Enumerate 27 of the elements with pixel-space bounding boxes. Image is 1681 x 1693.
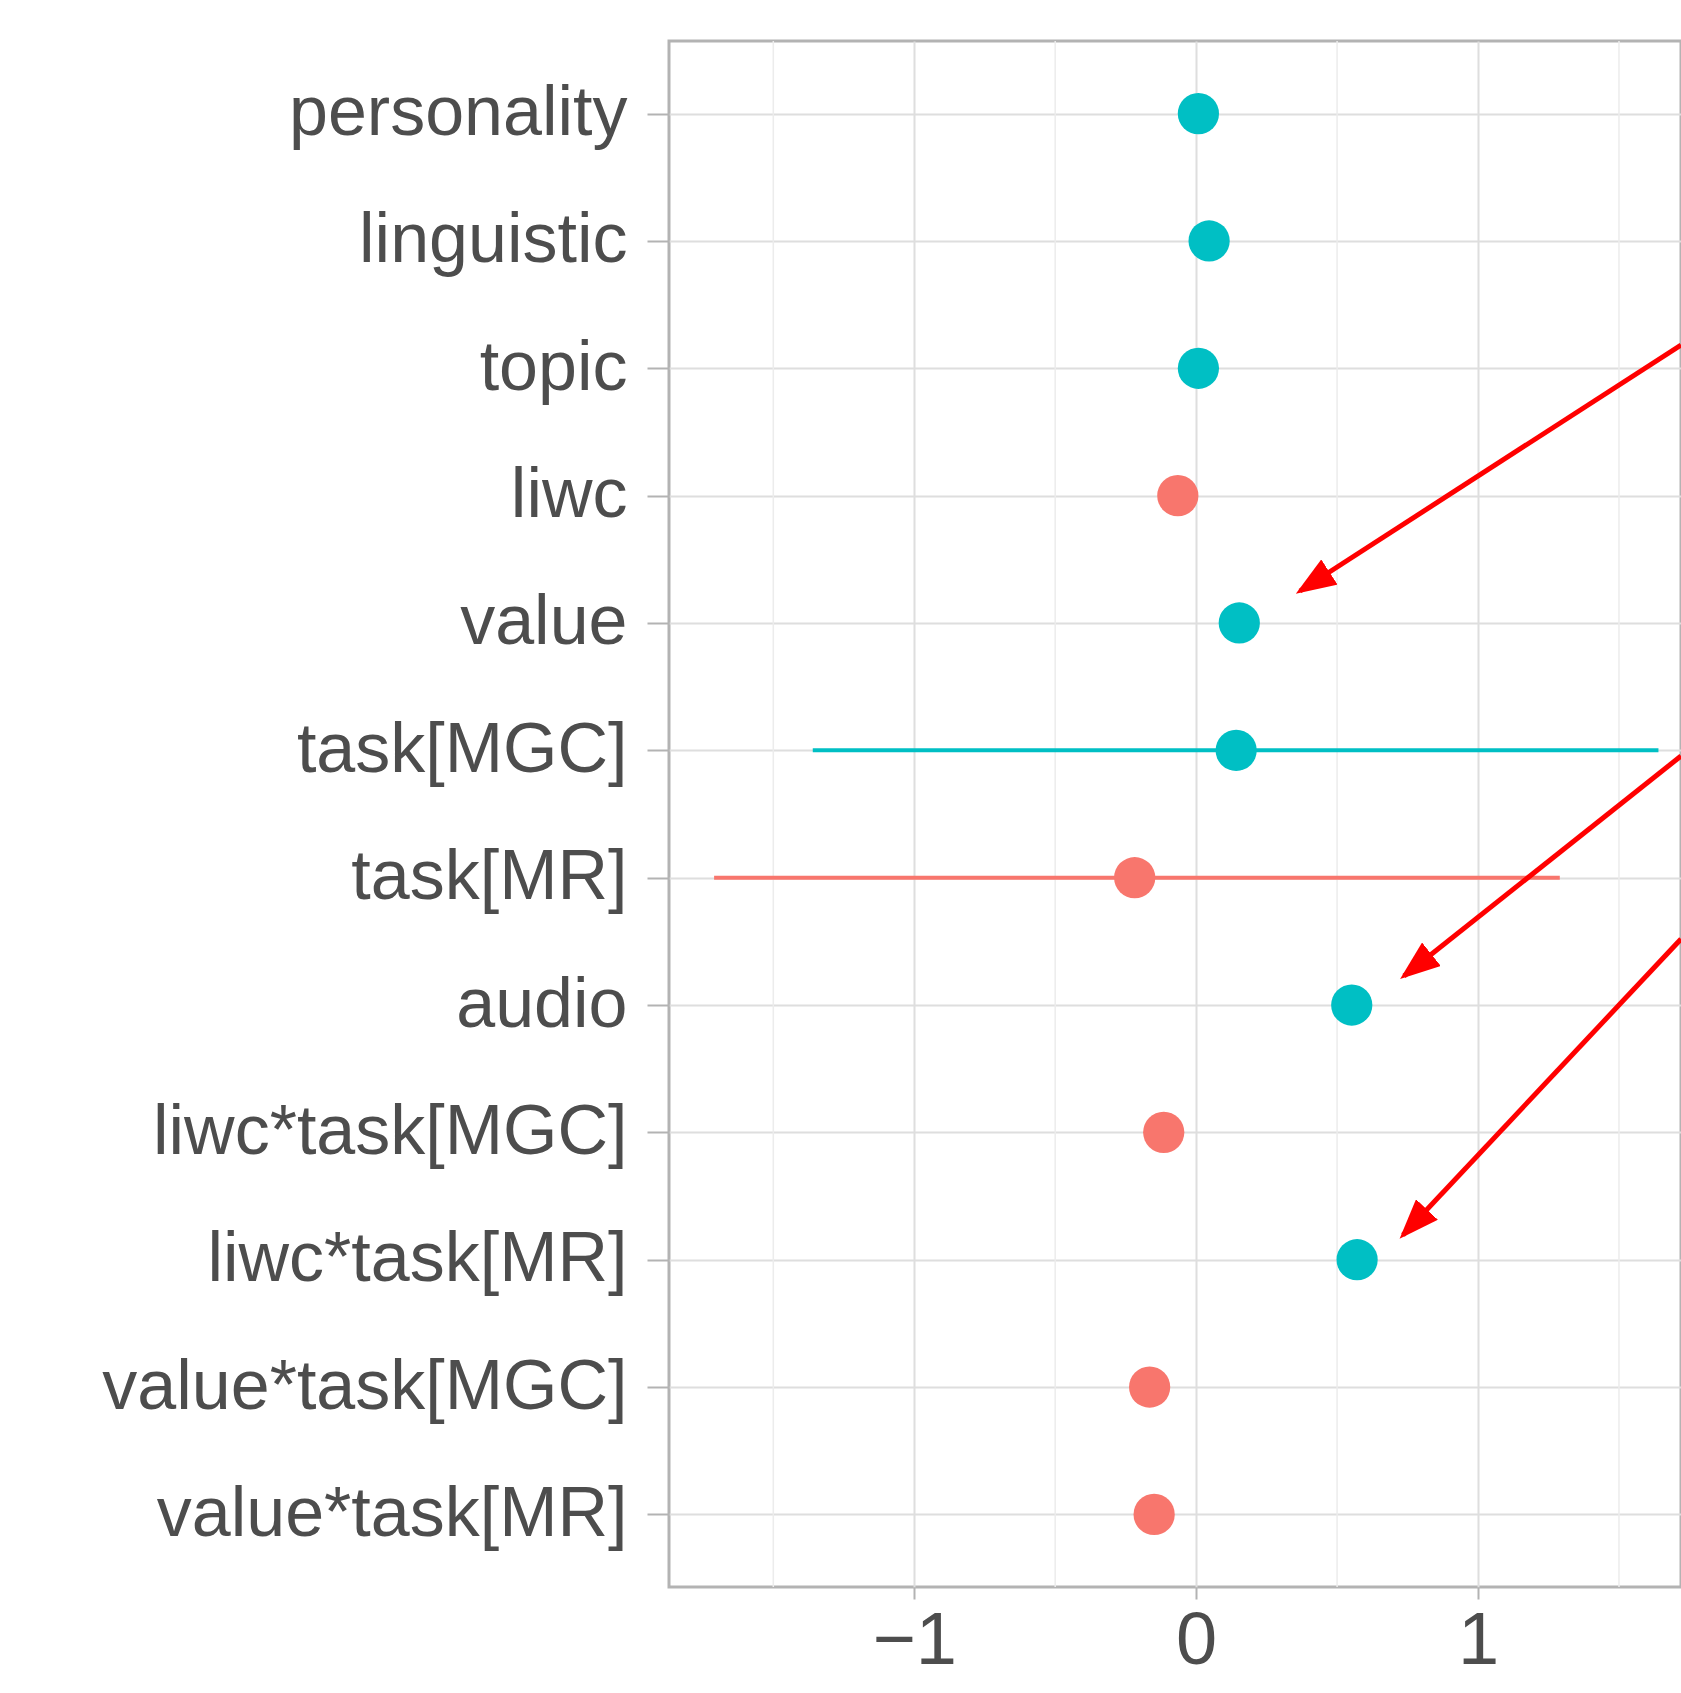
point	[1129, 1366, 1171, 1408]
point	[1114, 857, 1156, 899]
point	[1218, 602, 1260, 644]
y-tick-label: personality	[288, 72, 628, 151]
y-tick-label: audio	[456, 963, 628, 1042]
y-tick-label: liwc*task[MGC]	[153, 1090, 628, 1169]
point	[1336, 1239, 1378, 1281]
y-tick-label: value*task[MGC]	[102, 1345, 628, 1424]
x-tick-label: −1	[872, 1596, 957, 1680]
point	[1215, 729, 1257, 771]
y-tick-label: topic	[479, 326, 628, 405]
point	[1177, 93, 1220, 135]
x-tick-label: 0	[1176, 1596, 1218, 1680]
y-tick-label: linguistic	[359, 199, 628, 278]
y-tick-label: liwc	[510, 454, 628, 533]
point	[1157, 475, 1199, 517]
point	[1331, 984, 1373, 1026]
point	[1177, 347, 1220, 389]
x-tick-label: 1	[1457, 1596, 1500, 1680]
y-tick-label: liwc*task[MR]	[207, 1218, 628, 1297]
y-tick-label: task[MR]	[351, 836, 628, 915]
point	[1143, 1111, 1185, 1153]
y-tick-label: value	[460, 581, 628, 660]
y-tick-label: task[MGC]	[296, 708, 628, 787]
point	[1188, 220, 1230, 262]
point	[1133, 1493, 1175, 1535]
y-tick-label: value*task[MR]	[156, 1472, 628, 1551]
